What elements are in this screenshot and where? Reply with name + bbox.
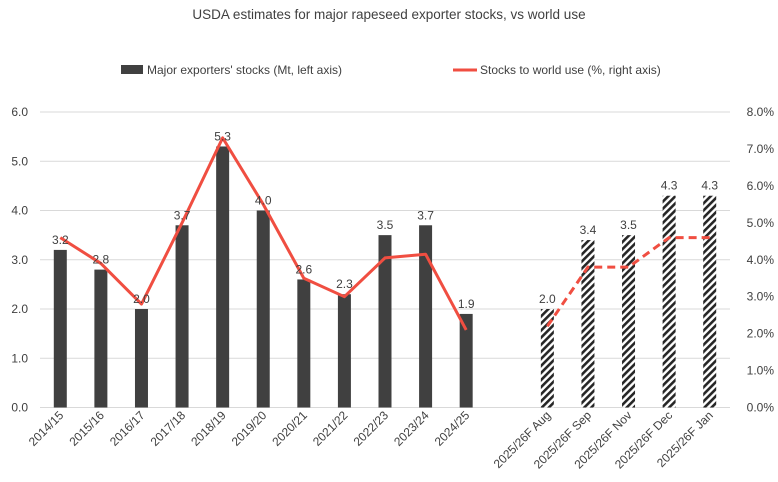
bar-data-label: 5.3 (214, 129, 231, 143)
left-tick-label: 0.0 (11, 401, 28, 415)
forecast-bar (703, 195, 717, 408)
stocks-to-use-line (59, 136, 468, 331)
bar-data-label: 2.0 (133, 292, 150, 306)
legend-bar-label: Major exporters' stocks (Mt, left axis) (147, 63, 342, 77)
x-tick-label: 2017/18 (148, 408, 189, 449)
bar-data-label: 3.5 (377, 218, 394, 232)
forecast-bar (622, 235, 636, 408)
bar-data-label: 3.2 (52, 233, 69, 247)
legend: Major exporters' stocks (Mt, left axis) … (121, 63, 661, 77)
x-tick-label: 2018/19 (188, 408, 229, 449)
x-tick-label: 2014/15 (26, 408, 67, 449)
right-tick-label: 8.0% (747, 105, 775, 119)
bar-data-label: 4.3 (661, 179, 678, 193)
right-tick-label: 3.0% (747, 290, 775, 304)
legend-bar-swatch (121, 65, 143, 74)
bar (175, 225, 189, 408)
bar (378, 235, 392, 408)
bar (459, 313, 473, 408)
right-tick-label: 1.0% (747, 364, 775, 378)
bar (256, 210, 270, 408)
bar-data-label: 3.5 (620, 218, 637, 232)
bar-data-label: 2.6 (295, 262, 312, 276)
bar-data-label: 3.7 (417, 208, 434, 222)
right-tick-label: 7.0% (747, 142, 775, 156)
x-tick-label: 2023/24 (391, 408, 432, 449)
bar-data-label: 2.3 (336, 277, 353, 291)
bar-data-label: 3.4 (580, 223, 597, 237)
x-tick-label: 2016/17 (107, 408, 148, 449)
right-tick-label: 0.0% (747, 401, 775, 415)
bar-data-label: 4.0 (255, 194, 272, 208)
left-tick-label: 3.0 (11, 253, 28, 267)
bar (337, 294, 351, 408)
right-tick-label: 5.0% (747, 216, 775, 230)
bar-data-label: 4.3 (701, 179, 718, 193)
x-tick-label: 2020/21 (269, 408, 310, 449)
chart-title: USDA estimates for major rapeseed export… (192, 7, 585, 22)
bar-data-label: 2.0 (539, 292, 556, 306)
x-tick-label: 2024/25 (432, 408, 473, 449)
bar-data-label: 3.7 (174, 208, 191, 222)
bar (94, 269, 108, 408)
x-tick-label: 2019/20 (229, 408, 270, 449)
bar (134, 309, 148, 408)
legend-line-label: Stocks to world use (%, right axis) (480, 63, 661, 77)
left-tick-label: 6.0 (11, 105, 28, 119)
left-tick-label: 1.0 (11, 351, 28, 365)
forecast-bar (540, 309, 554, 408)
left-tick-label: 5.0 (11, 154, 28, 168)
bar (53, 249, 67, 408)
forecast-bar (662, 195, 676, 408)
left-tick-label: 2.0 (11, 302, 28, 316)
stocks-to-use-forecast-line (546, 236, 710, 328)
bar (216, 146, 230, 408)
right-tick-label: 4.0% (747, 253, 775, 267)
bar (419, 225, 433, 408)
right-tick-label: 2.0% (747, 327, 775, 341)
bar (297, 279, 311, 408)
bar-data-label: 2.8 (93, 253, 110, 267)
x-tick-label: 2015/16 (66, 408, 107, 449)
forecast-bar (581, 240, 595, 408)
right-tick-label: 6.0% (747, 179, 775, 193)
x-tick-label: 2022/23 (351, 408, 392, 449)
left-tick-label: 4.0 (11, 204, 28, 218)
bar-data-label: 1.9 (458, 297, 475, 311)
x-tick-label: 2021/22 (310, 408, 351, 449)
